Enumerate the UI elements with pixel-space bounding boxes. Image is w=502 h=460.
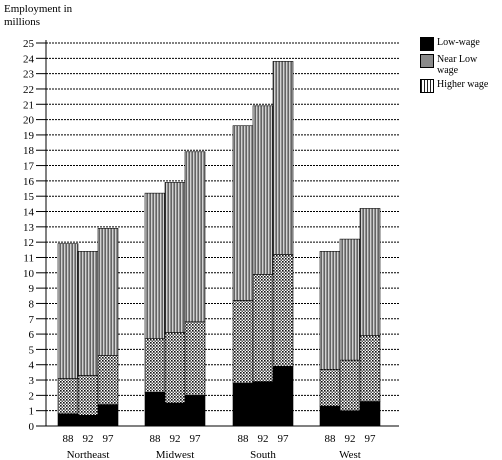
bar-segment-near-low-wage xyxy=(232,300,254,384)
bar-segment-near-low-wage xyxy=(339,359,361,411)
x-tick-label-year: 97 xyxy=(190,433,202,445)
bar-segment-higher-wage xyxy=(184,151,206,323)
bar-segment-higher-wage xyxy=(77,251,99,376)
legend-label-near-low-wage: Near Low wage xyxy=(437,54,478,76)
x-tick-label-year: 92 xyxy=(170,433,181,445)
bar-segment-near-low-wage xyxy=(164,332,186,404)
bar-segment-low-wage xyxy=(232,382,254,427)
x-tick-label-year: 88 xyxy=(63,433,75,445)
bar-segment-higher-wage xyxy=(272,61,294,255)
y-tick-label: 0 xyxy=(29,421,35,433)
bar-segment-near-low-wage xyxy=(272,254,294,367)
x-tick-label-year: 88 xyxy=(325,433,337,445)
bar-segment-near-low-wage xyxy=(319,369,341,407)
y-tick-label: 22 xyxy=(23,84,34,96)
bar-segment-low-wage xyxy=(339,410,361,427)
bar-segment-low-wage xyxy=(184,395,206,427)
legend-label-low-wage: Low-wage xyxy=(437,37,480,48)
x-tick-label-year: 88 xyxy=(150,433,162,445)
y-tick-label: 7 xyxy=(29,314,35,326)
y-tick-label: 5 xyxy=(29,344,35,356)
bar-segment-low-wage xyxy=(252,381,274,427)
y-tick-label: 17 xyxy=(23,161,35,173)
bar-segment-near-low-wage xyxy=(97,355,119,405)
y-tick-label: 16 xyxy=(23,176,35,188)
y-tick-label: 13 xyxy=(23,222,35,234)
y-tick-label: 14 xyxy=(23,207,35,219)
bar-segment-low-wage xyxy=(57,413,79,427)
bar-segment-near-low-wage xyxy=(144,338,166,393)
bar-segment-low-wage xyxy=(144,391,166,427)
bar-segment-low-wage xyxy=(319,405,341,427)
y-tick-label: 10 xyxy=(23,268,35,280)
bar-segment-higher-wage xyxy=(339,238,361,361)
bar-segment-near-low-wage xyxy=(252,274,274,382)
x-group-label: Northeast xyxy=(67,449,110,460)
bar-segment-higher-wage xyxy=(359,208,381,336)
y-tick-label: 12 xyxy=(23,237,34,249)
bar-segment-low-wage xyxy=(272,365,294,427)
x-tick-label-year: 88 xyxy=(238,433,250,445)
x-tick-label-year: 92 xyxy=(258,433,269,445)
bar-segment-near-low-wage xyxy=(184,321,206,396)
legend-item-near-low-wage: Near Low wage xyxy=(420,54,502,76)
bar-segment-higher-wage xyxy=(144,192,166,339)
bar-segment-low-wage xyxy=(359,401,381,427)
x-tick-label-year: 92 xyxy=(345,433,356,445)
x-group-label: West xyxy=(339,449,361,460)
x-tick-label-year: 97 xyxy=(103,433,115,445)
bar-segment-higher-wage xyxy=(97,228,119,356)
bar-segment-low-wage xyxy=(77,414,99,427)
bar-segment-low-wage xyxy=(97,404,119,427)
legend-item-low-wage: Low-wage xyxy=(420,37,502,51)
legend-item-higher-wage: Higher wage xyxy=(420,79,502,93)
x-tick-label-year: 97 xyxy=(365,433,377,445)
bar-segment-near-low-wage xyxy=(359,335,381,402)
y-tick-label: 19 xyxy=(23,130,35,142)
bar-segment-higher-wage xyxy=(319,251,341,370)
y-tick-label: 15 xyxy=(23,191,35,203)
bar-segment-near-low-wage xyxy=(77,375,99,416)
y-tick-label: 6 xyxy=(29,329,35,341)
x-tick-label-year: 97 xyxy=(278,433,290,445)
y-tick-label: 20 xyxy=(23,115,35,127)
y-tick-label: 11 xyxy=(23,252,34,264)
bar-segment-near-low-wage xyxy=(57,378,79,415)
bar-segment-higher-wage xyxy=(232,125,254,301)
bar-segment-low-wage xyxy=(164,402,186,427)
legend-swatch-low-wage xyxy=(420,37,434,51)
y-tick-label: 18 xyxy=(23,145,35,157)
bar-segment-higher-wage xyxy=(164,182,186,333)
y-tick-label: 2 xyxy=(29,390,35,402)
y-tick-label: 4 xyxy=(29,360,35,372)
x-tick-label-year: 92 xyxy=(83,433,94,445)
legend-swatch-higher-wage xyxy=(420,79,434,93)
y-tick-label: 23 xyxy=(23,69,35,81)
bar-segment-higher-wage xyxy=(57,243,79,379)
y-tick-label: 8 xyxy=(29,298,35,310)
y-tick-label: 3 xyxy=(29,375,35,387)
y-tick-label: 9 xyxy=(29,283,35,295)
legend-swatch-near-low-wage xyxy=(420,54,434,68)
legend-label-higher-wage: Higher wage xyxy=(437,79,489,90)
legend: Low-wage Near Low wage Higher wage xyxy=(420,37,502,96)
x-group-label: Midwest xyxy=(156,449,195,460)
y-axis-label: Employment in millions xyxy=(4,3,73,28)
x-group-label: South xyxy=(250,449,276,460)
y-tick-label: 25 xyxy=(23,38,35,50)
y-tick-label: 1 xyxy=(29,406,35,418)
bar-segment-higher-wage xyxy=(252,105,274,275)
y-tick-label: 21 xyxy=(23,99,34,111)
y-tick-label: 24 xyxy=(23,53,35,65)
